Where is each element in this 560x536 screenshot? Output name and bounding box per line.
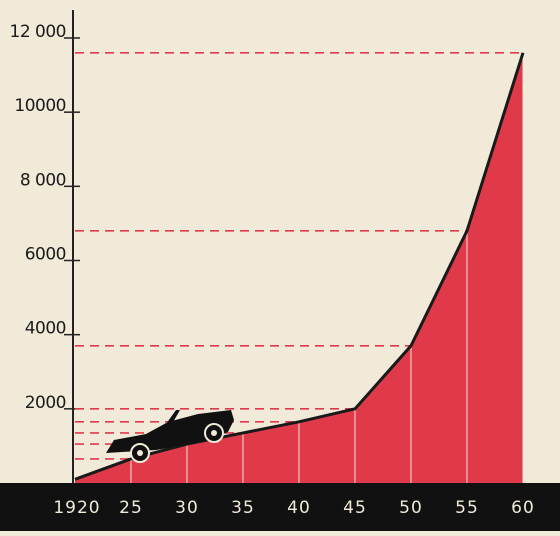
x-tick-label: 40 — [287, 498, 311, 518]
x-tick-label: 45 — [343, 498, 367, 518]
y-tick-label: 12 000 — [10, 22, 66, 42]
x-tick-label: 50 — [399, 498, 423, 518]
y-tick-label: 2000 — [25, 393, 66, 413]
x-tick-label: 30 — [175, 498, 199, 518]
car-illustration — [106, 410, 234, 463]
x-tick-label: 55 — [455, 498, 479, 518]
x-tick-label: 25 — [119, 498, 143, 518]
y-tick-label: 10000 — [14, 96, 66, 116]
x-tick-label: 1920 — [53, 498, 100, 518]
x-axis-band — [0, 483, 560, 531]
x-tick-label: 35 — [231, 498, 255, 518]
y-tick-label: 4000 — [25, 319, 66, 339]
x-tick-label: 60 — [511, 498, 535, 518]
y-tick-label: 6000 — [25, 245, 66, 265]
y-tick-label: 8 000 — [20, 170, 66, 190]
